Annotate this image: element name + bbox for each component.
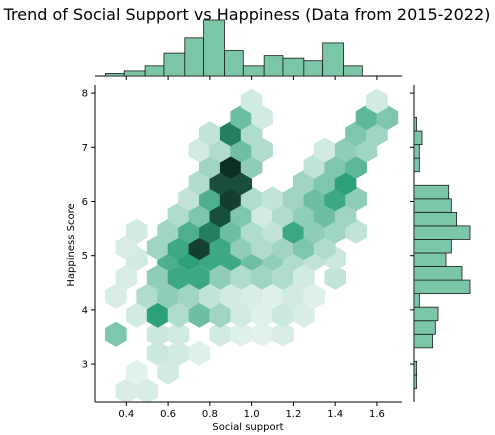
- hexbin-cell: [105, 322, 127, 347]
- y-tick-label: 4: [82, 305, 88, 316]
- x-tick-label: 0.6: [160, 409, 176, 420]
- top-hist-bar: [124, 71, 145, 76]
- right-hist-bar: [414, 239, 451, 253]
- marginal-y-histogram: [410, 85, 470, 402]
- y-axis-label: Happiness Score: [66, 203, 77, 286]
- right-hist-bar: [414, 321, 435, 335]
- top-hist-bar: [185, 38, 204, 76]
- right-hist-bar: [414, 294, 419, 308]
- top-hist-bar: [164, 53, 185, 76]
- x-tick-label: 1.0: [244, 409, 260, 420]
- right-hist-bar: [414, 212, 457, 226]
- x-tick-label: 0.8: [202, 409, 218, 420]
- x-axis-label: Social support: [212, 422, 283, 433]
- right-hist-bar: [414, 226, 470, 240]
- top-hist-bar: [344, 66, 363, 76]
- y-tick-label: 5: [82, 251, 88, 262]
- top-hist-bar: [264, 56, 283, 76]
- right-hist-bar: [414, 334, 433, 348]
- top-hist-bar: [224, 51, 243, 76]
- hexbin-cell: [189, 341, 211, 366]
- top-hist-bar: [204, 20, 225, 76]
- top-hist-bar: [323, 43, 344, 76]
- x-tick-label: 0.4: [118, 409, 134, 420]
- top-hist-bar: [243, 66, 264, 76]
- chart-title: Trend of Social Support vs Happiness (Da…: [3, 5, 491, 24]
- y-tick-label: 7: [82, 143, 88, 154]
- y-tick-label: 8: [82, 89, 88, 100]
- right-hist-bar: [414, 185, 449, 199]
- top-hist-bar: [145, 66, 164, 76]
- x-tick-label: 1.4: [327, 409, 343, 420]
- right-hist-bar: [414, 158, 419, 172]
- y-tick-label: 6: [82, 197, 88, 208]
- y-tick-label: 3: [82, 360, 88, 371]
- top-hist-bar: [304, 61, 323, 76]
- y-ticks: 3 4 5 6 7 8: [82, 89, 95, 371]
- top-hist-bar: [283, 58, 304, 76]
- right-hist-bar: [414, 375, 417, 389]
- right-hist-bar: [414, 307, 438, 321]
- x-tick-label: 1.2: [285, 409, 301, 420]
- right-hist-bar: [414, 361, 417, 375]
- right-hist-bar: [414, 131, 422, 145]
- hexbin-plot-area: [105, 89, 398, 404]
- marginal-x-histogram: [95, 20, 402, 80]
- right-hist-bar: [414, 267, 462, 281]
- x-ticks: 0.4 0.6 0.8 1.0 1.2 1.4 1.6: [118, 402, 385, 420]
- right-hist-bar: [414, 280, 470, 294]
- x-tick-label: 1.6: [369, 409, 385, 420]
- right-hist-bar: [414, 199, 451, 213]
- right-hist-bar: [414, 253, 446, 267]
- top-hist-bar: [105, 73, 124, 76]
- right-hist-bar: [414, 118, 417, 132]
- right-hist-bar: [414, 145, 419, 159]
